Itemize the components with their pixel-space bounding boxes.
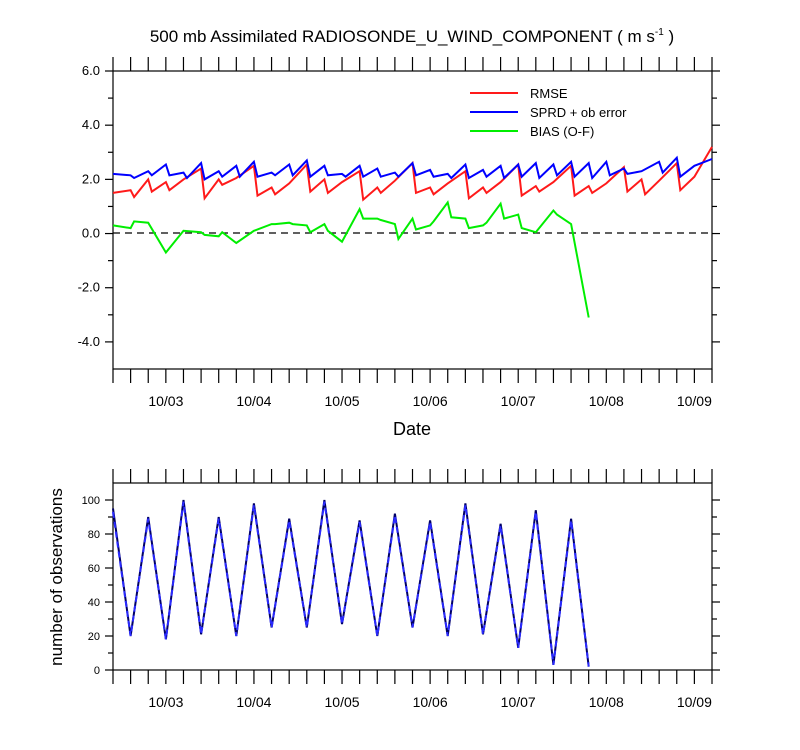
bottom-y-tick-label: 40 bbox=[88, 597, 100, 609]
legend-sprd-label: SPRD + ob error bbox=[530, 105, 627, 120]
bottom-x-tick-label: 10/08 bbox=[589, 694, 624, 710]
legend: RMSE SPRD + ob error BIAS (O-F) bbox=[470, 86, 627, 139]
top-series-bias-o-f bbox=[112, 200, 590, 318]
bottom-x-tick-label: 10/03 bbox=[148, 694, 183, 710]
top-x-axis-title: Date bbox=[393, 419, 431, 439]
legend-bias-label: BIAS (O-F) bbox=[530, 124, 594, 139]
chart-title-prefix: 500 mb Assimilated RADIOSONDE_U_WIND_COM… bbox=[150, 27, 655, 46]
bottom-x-axis: 10/03 10/04 10/05 10/06 10/07 10/08 10/09 bbox=[112, 469, 713, 710]
top-x-tick-label: 10/07 bbox=[501, 393, 536, 409]
top-x-tick-label: 10/09 bbox=[677, 393, 712, 409]
top-x-axis: 10/03 10/04 10/05 10/06 10/07 10/08 10/09 bbox=[112, 57, 713, 409]
top-y-tick-label: -4.0 bbox=[78, 334, 100, 349]
top-y-tick-label: 0.0 bbox=[82, 226, 100, 241]
top-y-tick-label: 4.0 bbox=[82, 117, 100, 132]
bottom-y-tick-label: 20 bbox=[88, 631, 100, 643]
legend-rmse-label: RMSE bbox=[530, 86, 568, 101]
top-x-tick-label: 10/03 bbox=[148, 393, 183, 409]
top-y-axis: 6.0 4.0 2.0 0.0 -2.0 -4.0 bbox=[78, 63, 720, 349]
bottom-x-tick-label: 10/06 bbox=[413, 694, 448, 710]
bottom-series-group bbox=[112, 499, 590, 667]
bottom-x-tick-label: 10/04 bbox=[236, 694, 271, 710]
bottom-y-axis-title: number of observations bbox=[47, 488, 66, 666]
bottom-y-axis: 0 20 40 60 80 100 bbox=[82, 495, 720, 677]
top-y-tick-label: 6.0 bbox=[82, 63, 100, 78]
bottom-y-tick-label: 100 bbox=[82, 495, 100, 507]
bottom-y-tick-label: 80 bbox=[88, 529, 100, 541]
top-x-tick-label: 10/08 bbox=[589, 393, 624, 409]
top-series-group bbox=[112, 146, 713, 318]
bottom-y-tick-label: 0 bbox=[94, 665, 100, 677]
top-y-tick-label: 2.0 bbox=[82, 171, 100, 186]
bottom-x-tick-label: 10/09 bbox=[677, 694, 712, 710]
bottom-series-obs-used bbox=[112, 501, 590, 667]
chart-title-suffix: ) bbox=[664, 27, 674, 46]
chart-title-sup: -1 bbox=[655, 27, 664, 38]
chart-title: 500 mb Assimilated RADIOSONDE_U_WIND_COM… bbox=[150, 27, 674, 46]
bottom-x-tick-label: 10/07 bbox=[501, 694, 536, 710]
top-series-sprd-ob-error bbox=[112, 155, 713, 181]
top-y-tick-label: -2.0 bbox=[78, 280, 100, 295]
bottom-y-tick-label: 60 bbox=[88, 563, 100, 575]
top-x-tick-label: 10/05 bbox=[325, 393, 360, 409]
top-x-tick-label: 10/06 bbox=[413, 393, 448, 409]
bottom-plot-frame bbox=[112, 482, 713, 671]
top-panel: 6.04.02.00.0-2.0-4.0 10/03 10/04 10/05 10/0… bbox=[78, 57, 720, 439]
bottom-x-tick-label: 10/05 bbox=[325, 694, 360, 710]
top-x-tick-label: 10/04 bbox=[236, 393, 271, 409]
